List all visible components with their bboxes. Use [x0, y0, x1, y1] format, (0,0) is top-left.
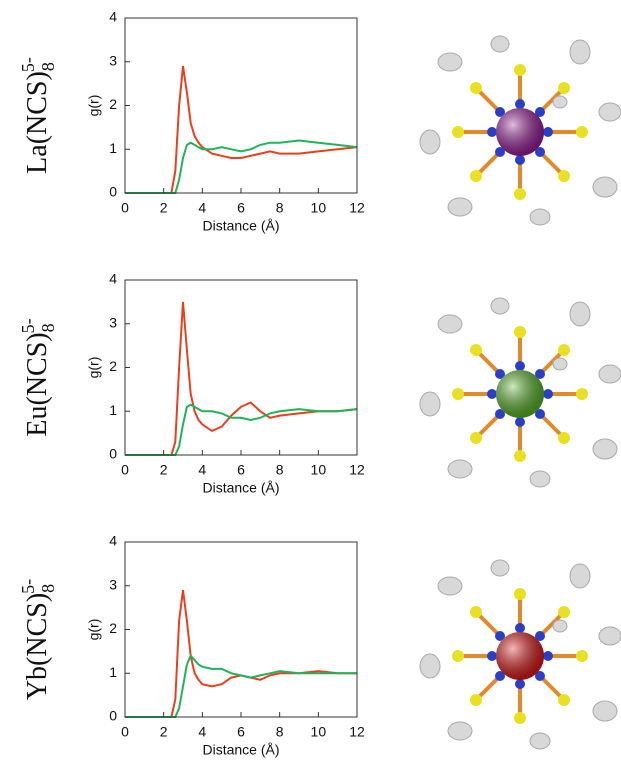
x-tick-label: 10	[311, 200, 327, 216]
panel-title: Eu(NCS)85-	[18, 318, 58, 436]
title-sup: 5-	[18, 318, 38, 333]
panel-title: La(NCS)85-	[18, 57, 58, 174]
title-sub: 8	[38, 584, 58, 593]
x-tick-label: 8	[276, 724, 284, 740]
data-line	[125, 65, 358, 194]
x-tick-label: 12	[349, 724, 365, 740]
y-tick-label: 0	[109, 446, 117, 462]
metal-ion-shading	[496, 632, 544, 680]
x-tick-label: 4	[198, 724, 206, 740]
y-tick-label: 1	[109, 664, 117, 680]
y-tick-label: 2	[109, 358, 117, 374]
data-line	[125, 139, 358, 194]
data-line	[125, 653, 357, 718]
panel-title: Yb(NCS)85-	[18, 579, 58, 700]
y-tick-label: 4	[109, 271, 117, 287]
title-base: Eu(NCS)	[22, 332, 53, 436]
plot-frame	[124, 279, 358, 456]
y-tick-label: 3	[109, 314, 117, 330]
y-tick-label: 1	[109, 140, 117, 156]
x-axis-label: Distance (Å)	[202, 480, 279, 496]
y-tick-label: 4	[109, 9, 117, 25]
plot-frame	[124, 17, 358, 194]
x-axis-label: Distance (Å)	[202, 742, 279, 758]
title-sup: 5-	[18, 57, 38, 72]
y-tick-label: 0	[109, 184, 117, 200]
x-tick-label: 4	[198, 462, 206, 478]
metal-ion-shading	[496, 370, 544, 418]
title-sub: 8	[38, 62, 58, 71]
title-sup: 5-	[18, 579, 38, 594]
x-tick-label: 10	[311, 724, 327, 740]
x-tick-label: 2	[160, 200, 168, 216]
y-tick-label: 1	[109, 402, 117, 418]
y-tick-label: 2	[109, 96, 117, 112]
y-tick-label: 4	[109, 533, 117, 549]
x-tick-label: 0	[121, 724, 129, 740]
title-sub: 8	[38, 323, 58, 332]
x-tick-label: 0	[121, 462, 129, 478]
x-tick-label: 4	[198, 200, 206, 216]
x-tick-label: 6	[237, 724, 245, 740]
y-tick-label: 2	[109, 620, 117, 636]
y-axis-label: g(r)	[86, 357, 102, 379]
data-line	[125, 403, 358, 456]
x-tick-label: 6	[237, 200, 245, 216]
x-tick-label: 8	[276, 462, 284, 478]
metal-ion-shading	[496, 108, 544, 156]
x-tick-label: 12	[349, 462, 365, 478]
y-axis-label: g(r)	[86, 619, 102, 641]
y-tick-label: 3	[109, 52, 117, 68]
plot-frame	[124, 541, 358, 718]
x-axis-label: Distance (Å)	[202, 218, 279, 234]
x-tick-label: 6	[237, 462, 245, 478]
title-base: Yb(NCS)	[22, 593, 53, 700]
y-tick-label: 3	[109, 576, 117, 592]
x-tick-label: 12	[349, 200, 365, 216]
y-axis-label: g(r)	[86, 95, 102, 117]
title-base: La(NCS)	[22, 71, 53, 174]
y-tick-label: 0	[109, 708, 117, 724]
x-tick-label: 2	[160, 724, 168, 740]
x-tick-label: 10	[311, 462, 327, 478]
data-line	[125, 301, 358, 456]
x-tick-label: 0	[121, 200, 129, 216]
x-tick-label: 2	[160, 462, 168, 478]
x-tick-label: 8	[276, 200, 284, 216]
data-line	[125, 589, 357, 718]
